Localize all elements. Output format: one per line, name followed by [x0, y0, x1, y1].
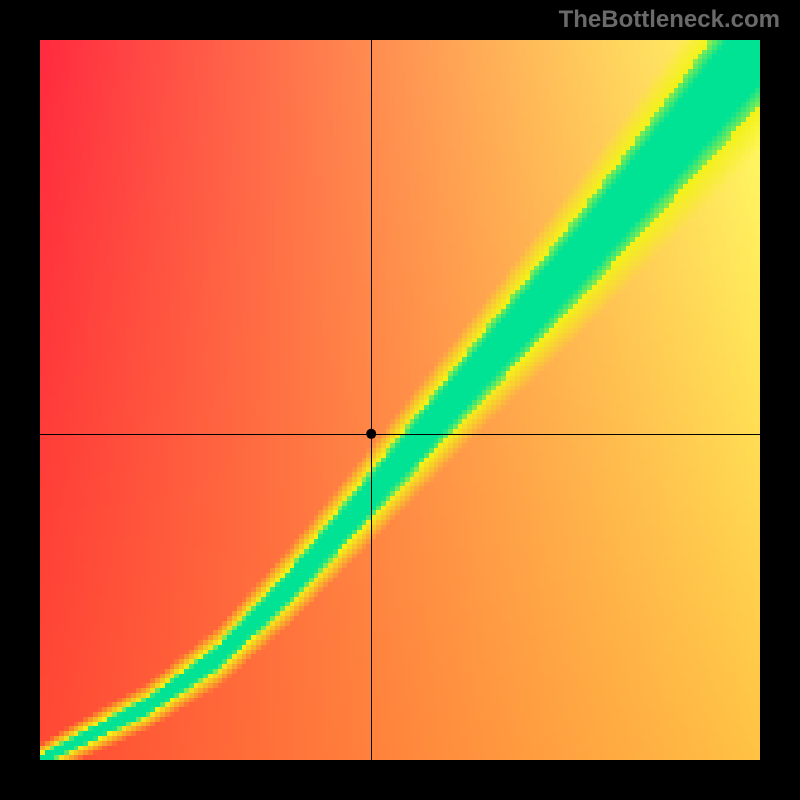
- watermark-text: TheBottleneck.com: [559, 6, 780, 34]
- bottleneck-heatmap: [0, 0, 800, 800]
- chart-container: { "watermark": { "text": "TheBottleneck.…: [0, 0, 800, 800]
